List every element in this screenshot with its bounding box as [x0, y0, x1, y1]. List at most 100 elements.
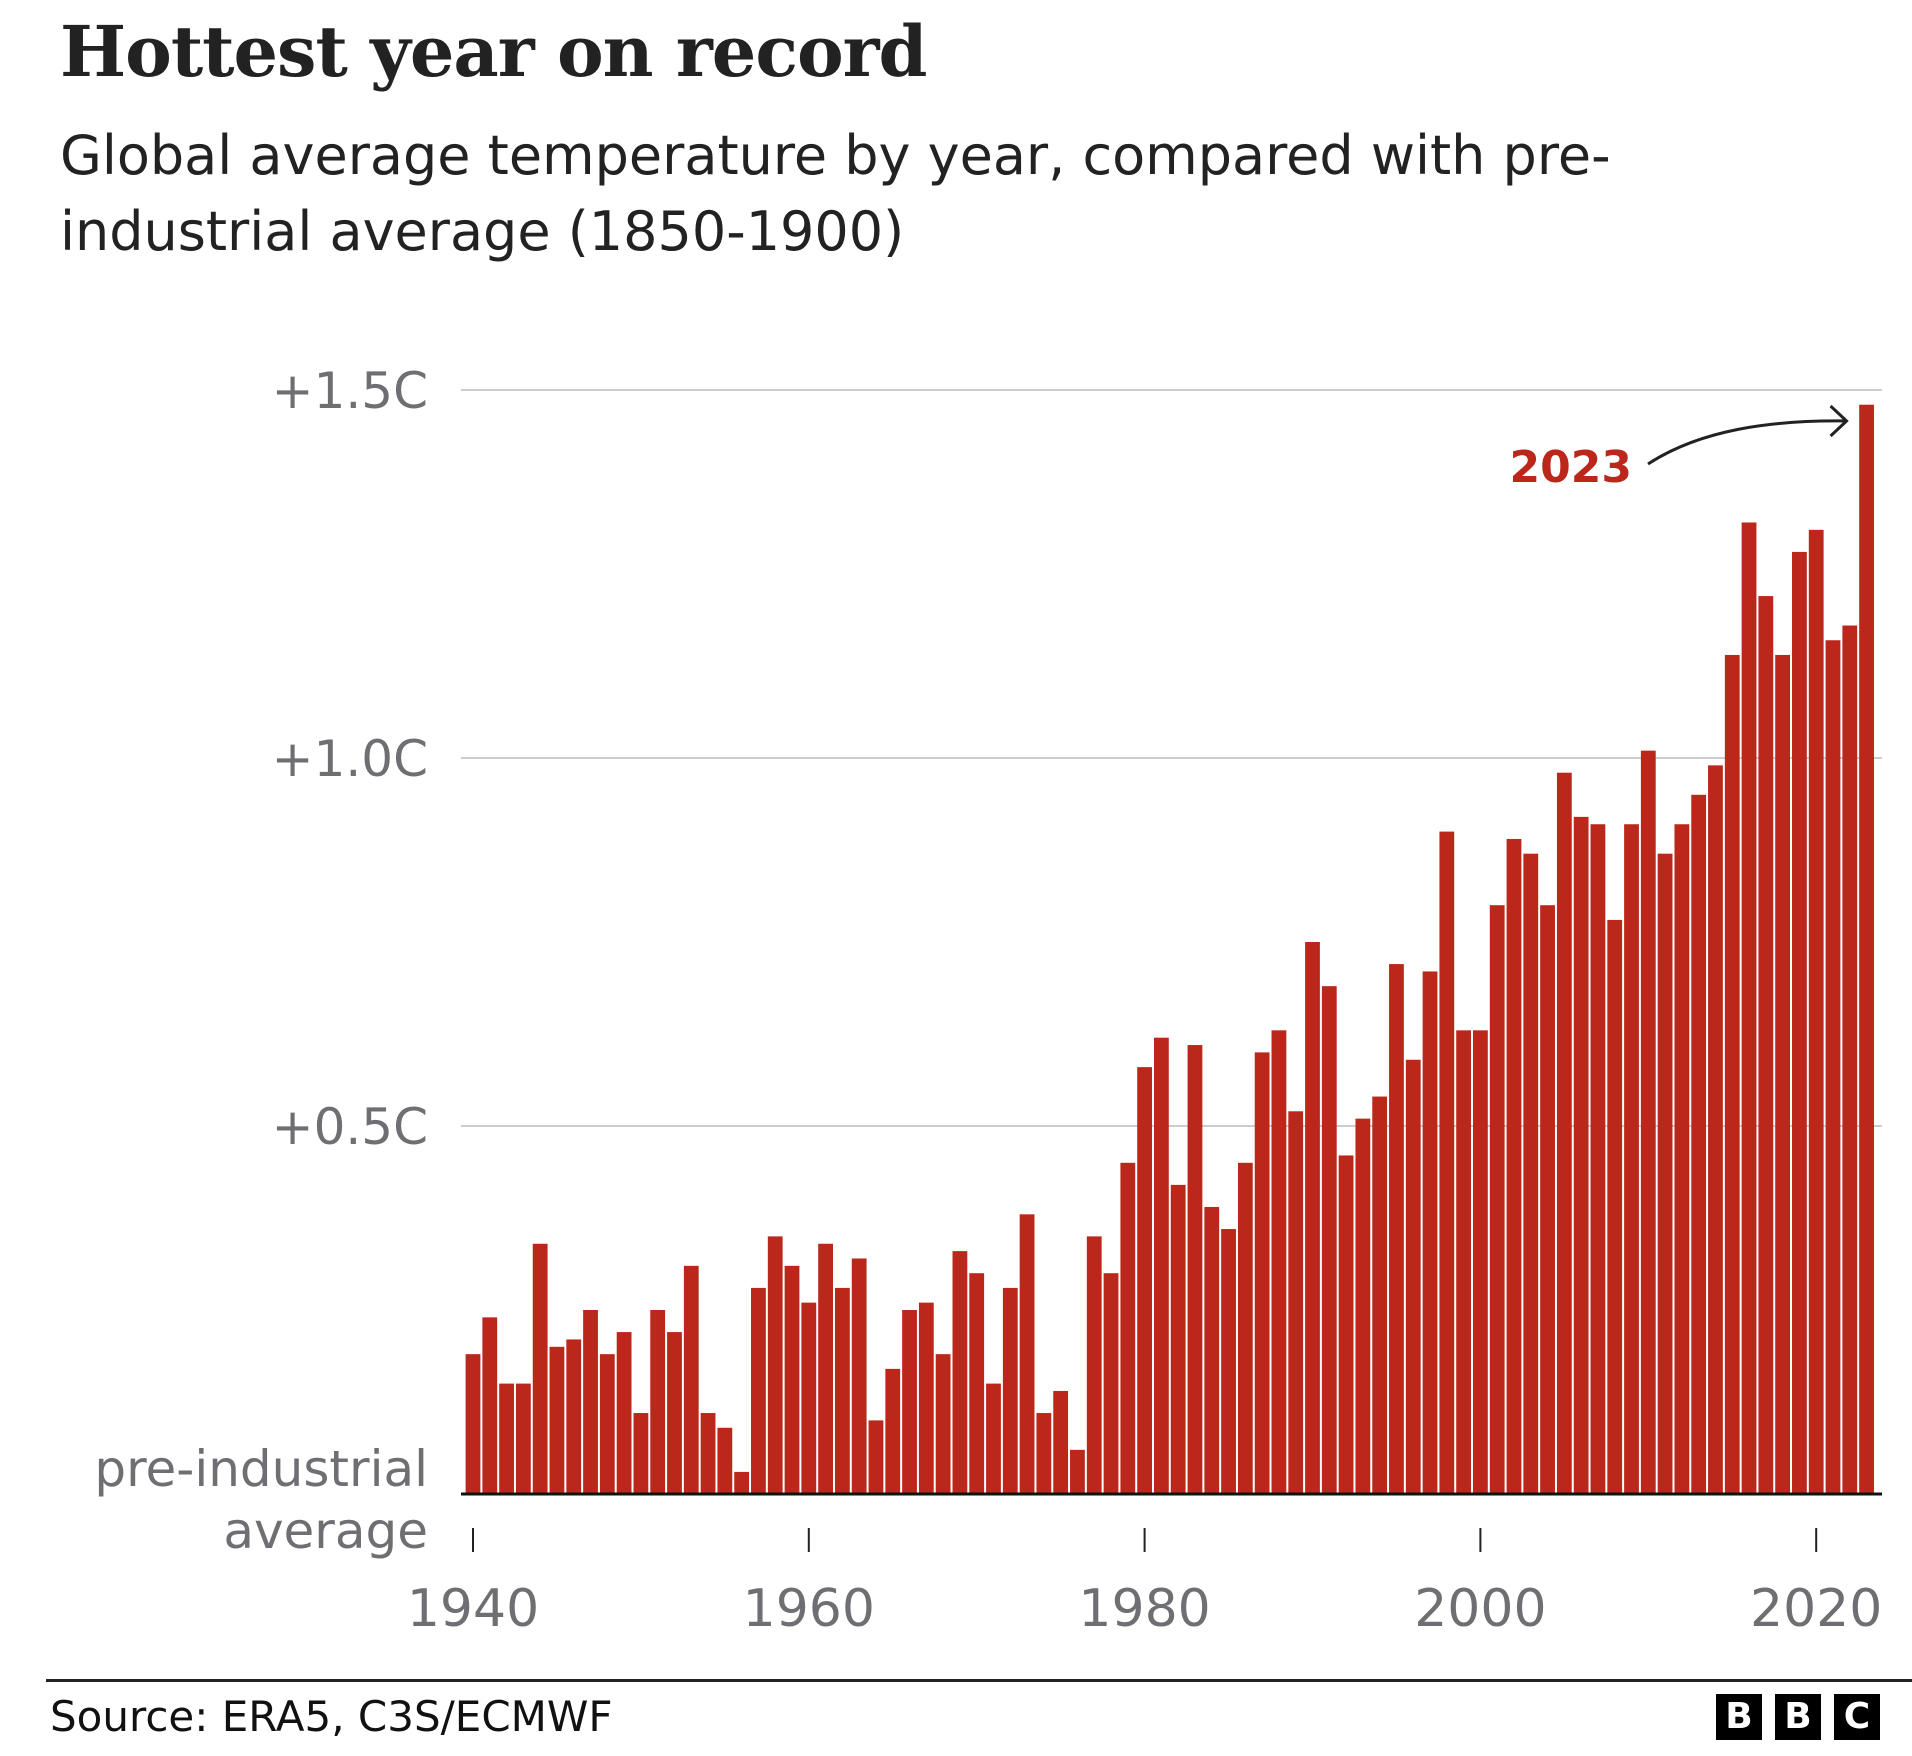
bar-1948 — [599, 1354, 615, 1494]
bar-1944 — [532, 1243, 548, 1494]
y-tick-label: +1.0C — [272, 730, 428, 788]
bar-1967 — [918, 1302, 934, 1494]
bar-1950 — [633, 1413, 649, 1494]
y-tick-label: pre-industrial average — [94, 1440, 428, 1560]
bar-1966 — [902, 1310, 917, 1494]
bar-1976 — [1070, 1449, 1085, 1494]
bar-1969 — [952, 1251, 968, 1494]
bar-1958 — [767, 1236, 783, 1494]
x-tick-label: 1940 — [407, 1579, 539, 1639]
bar-1996 — [1405, 1059, 1421, 1494]
x-tick-label: 1980 — [1078, 1579, 1210, 1639]
bar-1980 — [1137, 1067, 1152, 1494]
source-note: Source: ERA5, C3S/ECMWF — [50, 1692, 613, 1741]
bar-2020 — [1808, 529, 1824, 1494]
bar-1983 — [1187, 1045, 1203, 1494]
bar-1946 — [566, 1339, 582, 1494]
bar-1962 — [834, 1287, 850, 1494]
bar-2013 — [1691, 794, 1707, 1494]
annotation-label: 2023 — [1510, 442, 1632, 493]
bar-1941 — [482, 1317, 498, 1494]
x-tick-label: 2020 — [1750, 1579, 1882, 1639]
bar-2022 — [1842, 625, 1858, 1494]
bar-1994 — [1372, 1096, 1388, 1494]
bar-2011 — [1657, 853, 1673, 1494]
bar-1986 — [1237, 1162, 1253, 1494]
bar-1963 — [851, 1258, 867, 1494]
annotation-arrow-icon — [1647, 419, 1847, 466]
bar-1979 — [1120, 1162, 1136, 1494]
bars — [465, 404, 1874, 1495]
bar-1987 — [1254, 1052, 1270, 1494]
bar-2008 — [1607, 919, 1623, 1494]
annotation-2023: 2023 — [1510, 404, 1849, 493]
bar-2016 — [1741, 522, 1757, 1494]
logo-letter: C — [1834, 1694, 1880, 1740]
bar-1995 — [1389, 964, 1404, 1494]
bar-2018 — [1775, 654, 1791, 1494]
y-tick-label: +0.5C — [272, 1098, 428, 1156]
bar-1985 — [1221, 1229, 1236, 1494]
bar-1940 — [465, 1354, 481, 1494]
bar-1993 — [1355, 1118, 1371, 1494]
y-axis-labels: pre-industrial average +0.5C +1.0C +1.5C — [94, 362, 428, 1560]
bar-2023 — [1859, 404, 1874, 1495]
bar-1942 — [499, 1383, 514, 1494]
bar-1960 — [801, 1302, 817, 1494]
bar-1998 — [1439, 831, 1455, 1494]
bar-1943 — [515, 1383, 531, 1494]
logo-letter: B — [1716, 1694, 1762, 1740]
bar-2009 — [1624, 824, 1639, 1494]
bar-2005 — [1556, 772, 1572, 1494]
bar-1947 — [583, 1310, 598, 1494]
bar-2012 — [1674, 824, 1690, 1494]
bar-1956 — [734, 1471, 750, 1494]
bar-1955 — [717, 1427, 733, 1494]
bar-1984 — [1204, 1206, 1220, 1494]
bar-1951 — [650, 1310, 666, 1494]
x-tick-label: 1960 — [743, 1579, 875, 1639]
bar-1945 — [549, 1346, 565, 1494]
bar-2015 — [1724, 654, 1740, 1494]
bar-2001 — [1489, 905, 1505, 1494]
bar-1954 — [700, 1413, 716, 1494]
bar-1957 — [751, 1287, 766, 1494]
bar-1971 — [986, 1383, 1001, 1494]
bar-1949 — [616, 1332, 632, 1494]
x-axis-ticks: 1940 1960 1980 2000 2020 — [407, 1528, 1882, 1639]
bar-chart: pre-industrial average +0.5C +1.0C +1.5C 194… — [94, 362, 1882, 1639]
arrowhead-icon — [1829, 404, 1849, 438]
bar-1961 — [818, 1243, 833, 1494]
bar-1982 — [1170, 1184, 1186, 1494]
logo-letter: B — [1775, 1694, 1821, 1740]
bar-1974 — [1036, 1413, 1052, 1494]
bar-1952 — [667, 1332, 682, 1494]
bar-1978 — [1103, 1273, 1119, 1494]
bar-1972 — [1002, 1287, 1018, 1494]
bbc-logo: B B C — [1716, 1694, 1880, 1740]
bar-2010 — [1640, 750, 1656, 1494]
bar-1988 — [1271, 1030, 1287, 1494]
bar-2002 — [1506, 838, 1522, 1494]
bar-1973 — [1019, 1214, 1035, 1494]
bar-1999 — [1456, 1030, 1472, 1494]
bar-1992 — [1338, 1155, 1354, 1494]
footer-divider — [46, 1679, 1912, 1682]
bar-1970 — [969, 1273, 985, 1494]
bar-2021 — [1825, 640, 1841, 1494]
bar-2007 — [1590, 824, 1606, 1494]
bar-1977 — [1086, 1236, 1102, 1494]
bar-2003 — [1523, 853, 1539, 1494]
bar-1990 — [1305, 942, 1320, 1494]
bar-2017 — [1758, 596, 1774, 1494]
bar-1968 — [935, 1354, 951, 1494]
bar-1997 — [1422, 971, 1438, 1494]
bar-1991 — [1321, 986, 1337, 1494]
bar-1964 — [868, 1420, 884, 1494]
bar-1989 — [1288, 1111, 1304, 1494]
y-tick-label: +1.5C — [272, 362, 428, 420]
chart-title: Hottest year on record — [60, 10, 927, 93]
bar-2000 — [1473, 1030, 1488, 1494]
bar-2014 — [1708, 765, 1723, 1494]
bar-1953 — [683, 1265, 699, 1494]
